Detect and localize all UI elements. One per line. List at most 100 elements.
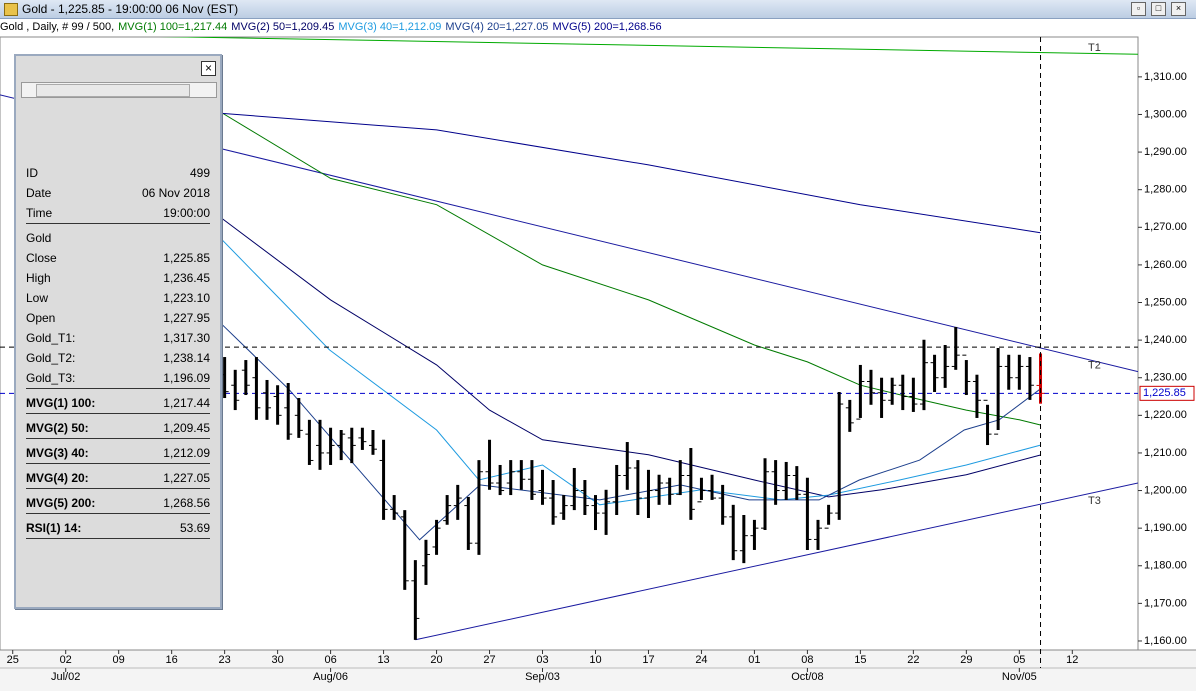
y-tick-label: 1,210.00 (1144, 447, 1187, 459)
data-value: 1,268.56 (163, 496, 210, 510)
data-row: Date 06 Nov 2018 (26, 183, 210, 203)
data-row: MVG(1) 100: 1,217.44 (26, 393, 210, 414)
trendline-label: T3 (1088, 495, 1101, 507)
data-value: 19:00:00 (163, 206, 210, 220)
data-row: MVG(2) 50: 1,209.45 (26, 418, 210, 439)
data-value: 1,196.09 (163, 371, 210, 385)
x-tick-label: 20 (430, 654, 442, 666)
data-label: MVG(2) 50: (26, 421, 89, 435)
month-tick-label: Sep/03 (525, 671, 560, 683)
x-tick-label: 12 (1066, 654, 1078, 666)
data-value: 53.69 (179, 521, 210, 535)
month-tick-label: Aug/06 (313, 671, 348, 683)
data-label: Open (26, 311, 56, 325)
data-label: RSI(1) 14: (26, 521, 82, 535)
legend-entry: MVG(1) 100=1,217.44 (118, 21, 228, 33)
y-tick-label: 1,180.00 (1144, 560, 1187, 572)
x-tick-label: 23 (219, 654, 231, 666)
legend: Gold , Daily, # 99 / 500, MVG(1) 100=1,21… (0, 19, 1196, 36)
month-tick-label: Oct/08 (791, 671, 823, 683)
data-label: MVG(5) 200: (26, 496, 96, 510)
moving-average (216, 109, 1041, 426)
legend-prefix: Gold , Daily, # 99 / 500, (0, 21, 115, 33)
moving-average (216, 319, 1041, 541)
data-label: MVG(1) 100: (26, 396, 96, 410)
data-label: Close (26, 251, 57, 265)
x-tick-label: 08 (801, 654, 813, 666)
data-window[interactable]: × ID 499 Date 06 Nov 2018 Time 19:00:00 Gold Cl… (14, 54, 222, 609)
scrollbar[interactable] (21, 82, 217, 98)
y-tick-label: 1,190.00 (1144, 522, 1187, 534)
restore-button[interactable]: ▫ (1131, 2, 1146, 16)
data-row: ID 499 (26, 163, 210, 183)
data-value: 1,223.10 (163, 291, 210, 305)
title-bar: Gold - 1,225.85 - 19:00:00 06 Nov (EST) … (0, 0, 1196, 19)
x-tick-label: 09 (113, 654, 125, 666)
scroll-thumb[interactable] (36, 84, 190, 97)
data-value: 1,209.45 (163, 421, 210, 435)
data-value: 1,225.85 (163, 251, 210, 265)
data-value: 1,236.45 (163, 271, 210, 285)
data-label: Gold_T2: (26, 351, 76, 365)
x-tick-label: 05 (1013, 654, 1025, 666)
data-row: MVG(4) 20: 1,227.05 (26, 468, 210, 489)
data-row: Open 1,227.95 (26, 308, 210, 328)
data-label: Gold_T1: (26, 331, 76, 345)
y-tick-label: 1,260.00 (1144, 259, 1187, 271)
trendline-label: T1 (1088, 42, 1101, 54)
x-tick-label: 10 (589, 654, 601, 666)
data-label: MVG(4) 20: (26, 471, 89, 485)
moving-average (217, 112, 1041, 234)
data-row: MVG(3) 40: 1,212.09 (26, 443, 210, 464)
data-label: MVG(3) 40: (26, 446, 89, 460)
y-tick-label: 1,300.00 (1144, 108, 1187, 120)
data-row: Gold_T1: 1,317.30 (26, 328, 210, 348)
y-tick-label: 1,220.00 (1144, 409, 1187, 421)
data-row: MVG(5) 200: 1,268.56 (26, 493, 210, 514)
x-tick-label: 06 (324, 654, 336, 666)
y-tick-label: 1,280.00 (1144, 184, 1187, 196)
x-tick-label: 15 (854, 654, 866, 666)
y-tick-label: 1,200.00 (1144, 484, 1187, 496)
last-price-label: 1,225.85 (1143, 387, 1186, 399)
data-value: 499 (189, 166, 210, 180)
panel-close[interactable]: × (201, 61, 216, 76)
data-value: 1,217.44 (163, 396, 210, 410)
y-tick-label: 1,170.00 (1144, 597, 1187, 609)
y-tick-label: 1,290.00 (1144, 146, 1187, 158)
data-label: Low (26, 291, 49, 305)
trendline-label: T2 (1088, 360, 1101, 372)
data-value: 1,238.14 (163, 351, 210, 365)
maximize-button[interactable]: □ (1151, 2, 1166, 16)
data-row: Gold_T3: 1,196.09 (26, 368, 210, 389)
data-row: Close 1,225.85 (26, 248, 210, 268)
y-tick-label: 1,230.00 (1144, 372, 1187, 384)
data-row: Low 1,223.10 (26, 288, 210, 308)
data-row: High 1,236.45 (26, 268, 210, 288)
last-price-box (1139, 385, 1195, 401)
data-value: 1,212.09 (163, 446, 210, 460)
y-tick-label: 1,240.00 (1144, 334, 1187, 346)
y-tick-label: 1,310.00 (1144, 71, 1187, 83)
data-value: 1,317.30 (163, 331, 210, 345)
legend-entry: MVG(4) 20=1,227.05 (445, 21, 549, 33)
data-row: Time 19:00:00 (26, 203, 210, 224)
x-tick-label: 13 (377, 654, 389, 666)
x-tick-label: 03 (536, 654, 548, 666)
close-button[interactable]: × (1171, 2, 1186, 16)
x-tick-label: 30 (271, 654, 283, 666)
data-label: High (26, 271, 51, 285)
y-tick-label: 1,250.00 (1144, 296, 1187, 308)
app-icon (4, 3, 18, 16)
x-tick-label: 16 (166, 654, 178, 666)
legend-entry: MVG(2) 50=1,209.45 (231, 21, 335, 33)
x-axis-area (0, 650, 1196, 691)
data-value: 1,227.95 (163, 311, 210, 325)
data-label: Date (26, 186, 52, 200)
data-label: Time (26, 206, 53, 220)
x-tick-label: 17 (642, 654, 654, 666)
x-tick-label: 22 (907, 654, 919, 666)
data-label: Gold_T3: (26, 371, 76, 385)
data-value: 1,227.05 (163, 471, 210, 485)
